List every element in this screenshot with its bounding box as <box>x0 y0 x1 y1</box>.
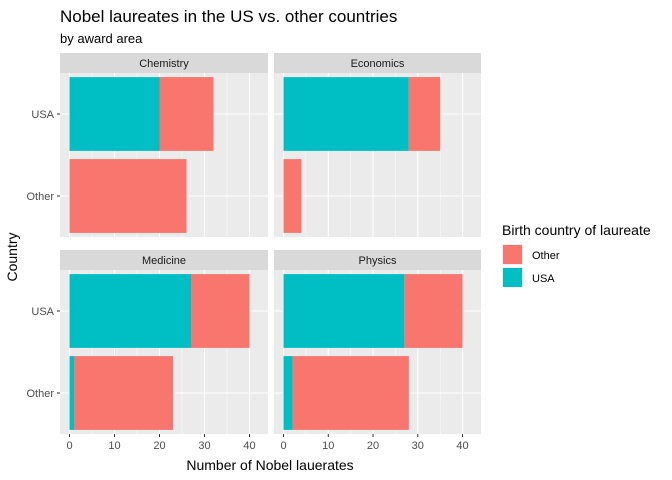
facet-strip <box>274 250 481 270</box>
bar-other-usa <box>283 356 293 430</box>
facet-chemistry: Chemistry USA Other <box>26 53 268 237</box>
legend-label-usa: USA <box>532 273 555 285</box>
bar-usa-usa <box>69 77 160 151</box>
legend-title: Birth country of laureate <box>502 222 651 238</box>
bar-other-usa <box>69 356 74 430</box>
x-axis-title: Number of Nobel lauerates <box>186 457 353 473</box>
y-axis-title: Country <box>4 232 20 281</box>
y-tick-label: USA <box>31 306 54 318</box>
y-tick-label: Other <box>26 191 54 203</box>
legend-label-other: Other <box>532 250 560 262</box>
bar-usa-other <box>408 77 441 151</box>
bar-usa-usa <box>283 274 405 348</box>
legend-key-usa <box>503 268 522 287</box>
x-tick-label: 10 <box>322 440 334 452</box>
bar-other-other <box>292 356 409 430</box>
bar-usa-other <box>191 274 250 348</box>
chart-title: Nobel laureates in the US vs. other coun… <box>60 7 397 26</box>
x-tick-label: 30 <box>198 440 210 452</box>
bar-usa-usa <box>69 274 191 348</box>
chart-subtitle: by award area <box>60 31 143 46</box>
legend: Birth country of laureate Other USA <box>502 222 651 288</box>
facet-medicine: Medicine USA Other 0 10 20 30 40 <box>26 250 268 452</box>
facet-economics: Economics <box>274 53 481 237</box>
facet-strip-label: Medicine <box>142 255 186 267</box>
x-tick-label: 30 <box>412 440 424 452</box>
y-tick-label: USA <box>31 109 54 121</box>
bar-other-other <box>69 159 187 233</box>
bar-other-other <box>283 159 302 233</box>
facet-physics: Physics 0 10 20 30 40 <box>274 250 481 452</box>
x-tick-label: 40 <box>456 440 468 452</box>
bar-usa-other <box>159 77 214 151</box>
x-tick-label: 0 <box>66 440 72 452</box>
facet-strip <box>60 53 268 73</box>
facet-strip-label: Economics <box>351 58 405 70</box>
facet-strip-label: Physics <box>359 255 397 267</box>
legend-key-other <box>503 245 522 264</box>
bar-usa-usa <box>283 77 409 151</box>
x-tick-label: 0 <box>280 440 286 452</box>
facet-strip-label: Chemistry <box>139 58 189 70</box>
y-tick-label: Other <box>26 388 54 400</box>
x-tick-label: 10 <box>108 440 120 452</box>
x-tick-label: 20 <box>367 440 379 452</box>
facet-panels: Chemistry USA Other Economics Medicine USA Oth… <box>26 53 481 452</box>
x-tick-label: 40 <box>243 440 255 452</box>
facet-strip <box>274 53 481 73</box>
bar-usa-other <box>404 274 463 348</box>
x-tick-label: 20 <box>153 440 165 452</box>
facet-strip <box>60 250 268 270</box>
bar-other-other <box>74 356 173 430</box>
